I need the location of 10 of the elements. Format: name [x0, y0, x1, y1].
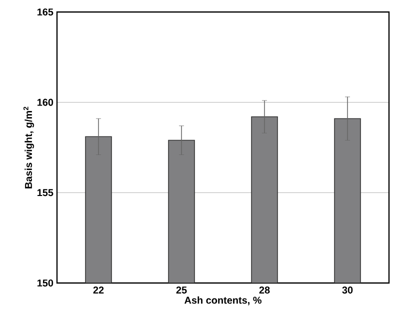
x-tick-label: 22	[93, 286, 104, 294]
y-tick-label: 160	[37, 98, 54, 106]
y-tick-label: 155	[37, 189, 54, 196]
x-tick-label: 30	[342, 286, 353, 294]
x-tick-label: 25	[176, 286, 187, 294]
y-tick-label: 165	[37, 8, 54, 16]
x-axis-title: Ash contents, %	[184, 296, 262, 306]
y-tick-label: 150	[37, 279, 54, 287]
y-axis-title: Basis wight, g/m$^{2}$	[23, 106, 34, 188]
x-tick-label: 28	[259, 286, 270, 294]
